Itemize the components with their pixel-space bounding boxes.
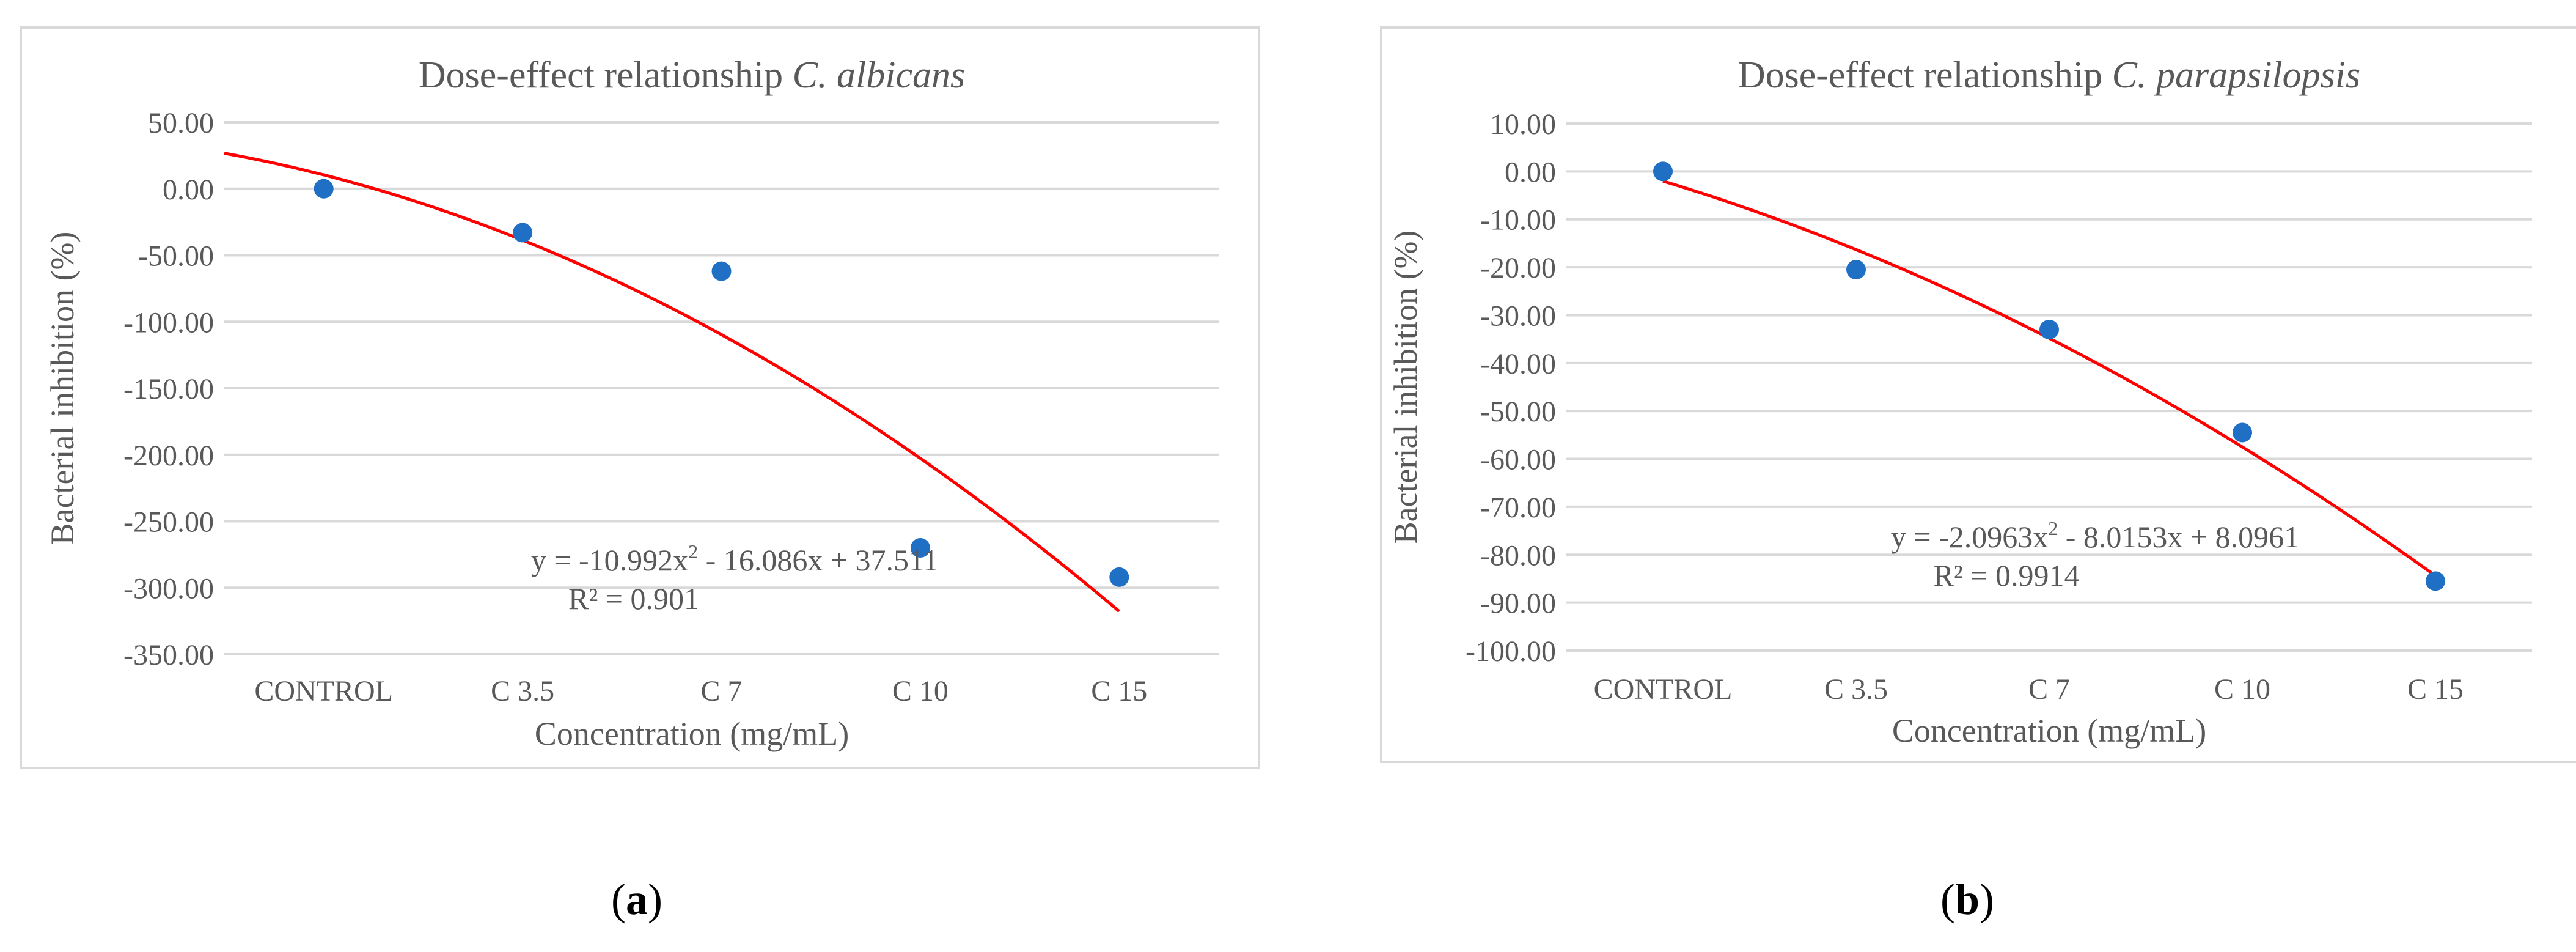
data-point [2426,571,2445,591]
data-point [2039,319,2059,339]
caption-a-label: a [625,875,648,924]
trendline [1662,179,2437,577]
y-tick-label: 0.00 [1505,156,1556,188]
y-tick-label: 0.00 [163,174,214,206]
chart-b: Dose-effect relationship C. parapsilopsi… [1387,54,2532,749]
caption-b: (b) [1940,875,1995,924]
x-tick-label: C 15 [2407,673,2464,706]
chart-title-prefix: Dose-effect relationship [1738,54,2112,96]
y-tick-label: -60.00 [1480,444,1556,476]
x-tick-label: C 3.5 [1824,673,1888,706]
r-squared-label: R² = 0.901 [568,581,699,616]
x-tick-label: C 15 [1091,675,1147,707]
y-tick-label: -350.00 [123,639,214,671]
y-tick-label: -50.00 [138,240,214,273]
chart-title: Dose-effect relationship C. parapsilopsi… [1738,54,2360,96]
y-tick-label: -150.00 [123,373,214,405]
data-point [1109,567,1129,587]
y-axis-label: Bacterial inhibition (%) [1387,231,1424,544]
y-tick-label: -250.00 [123,506,214,539]
equation-rest: - 8.0153x + 8.0961 [2058,520,2299,554]
y-tick-label: -300.00 [123,572,214,605]
equation-exponent: 2 [688,541,698,563]
equation-main: y = -2.0963x [1891,520,2048,554]
chart-a: Dose-effect relationship C. albicans 50.0… [44,54,1219,752]
y-tick-label: -20.00 [1480,252,1556,284]
x-tick-label: C 10 [2214,673,2270,706]
y-tick-label: -100.00 [123,306,214,339]
caption-b-label: b [1954,875,1980,924]
x-tick-label: C 7 [700,675,742,707]
data-point [1653,161,1673,182]
chart-a-frame [20,26,1260,769]
data-point [2233,422,2252,443]
x-tick-label: C 10 [892,675,949,707]
x-tick-label: CONTROL [1594,673,1733,706]
r-squared-label: R² = 0.9914 [1933,558,2079,592]
trendline-equation: y = -2.0963x2 - 8.0153x + 8.0961 [1891,517,2299,554]
y-tick-label: -90.00 [1480,588,1556,620]
data-point [513,223,533,243]
trendline [224,152,1120,613]
y-axis-label: Bacterial inhibition (%) [44,232,81,545]
y-tick-label: -80.00 [1480,539,1556,572]
chart-b-frame [1380,26,2576,763]
x-tick-label: C 7 [2028,673,2070,706]
y-tick-label: -200.00 [123,440,214,472]
y-tick-label: -100.00 [1466,635,1556,668]
y-tick-label: 50.00 [148,107,214,139]
y-tick-label: -10.00 [1480,204,1556,237]
data-point [314,179,334,199]
y-tick-label: 10.00 [1490,108,1556,141]
equation-exponent: 2 [2048,517,2058,539]
y-tick-label: -30.00 [1480,300,1556,332]
chart-title: Dose-effect relationship C. albicans [419,54,965,96]
chart-title-prefix: Dose-effect relationship [419,54,793,96]
x-axis-label: Concentration (mg/mL) [535,715,849,752]
chart-title-species: C. albicans [793,54,965,96]
chart-title-species: C. parapsilopsis [2112,54,2361,96]
y-tick-label: -70.00 [1480,492,1556,524]
equation-rest: - 16.086x + 37.511 [698,543,938,577]
equation-main: y = -10.992x [531,543,688,577]
data-point [910,538,930,558]
x-tick-label: C 3.5 [491,675,554,707]
data-point [1846,260,1866,280]
data-point [711,261,732,281]
trendline-equation: y = -10.992x2 - 16.086x + 37.511 [531,541,938,577]
x-tick-label: CONTROL [254,675,393,707]
y-tick-label: -40.00 [1480,348,1556,380]
caption-a: (a) [611,875,662,924]
y-tick-label: -50.00 [1480,396,1556,428]
x-axis-label: Concentration (mg/mL) [1892,712,2206,749]
